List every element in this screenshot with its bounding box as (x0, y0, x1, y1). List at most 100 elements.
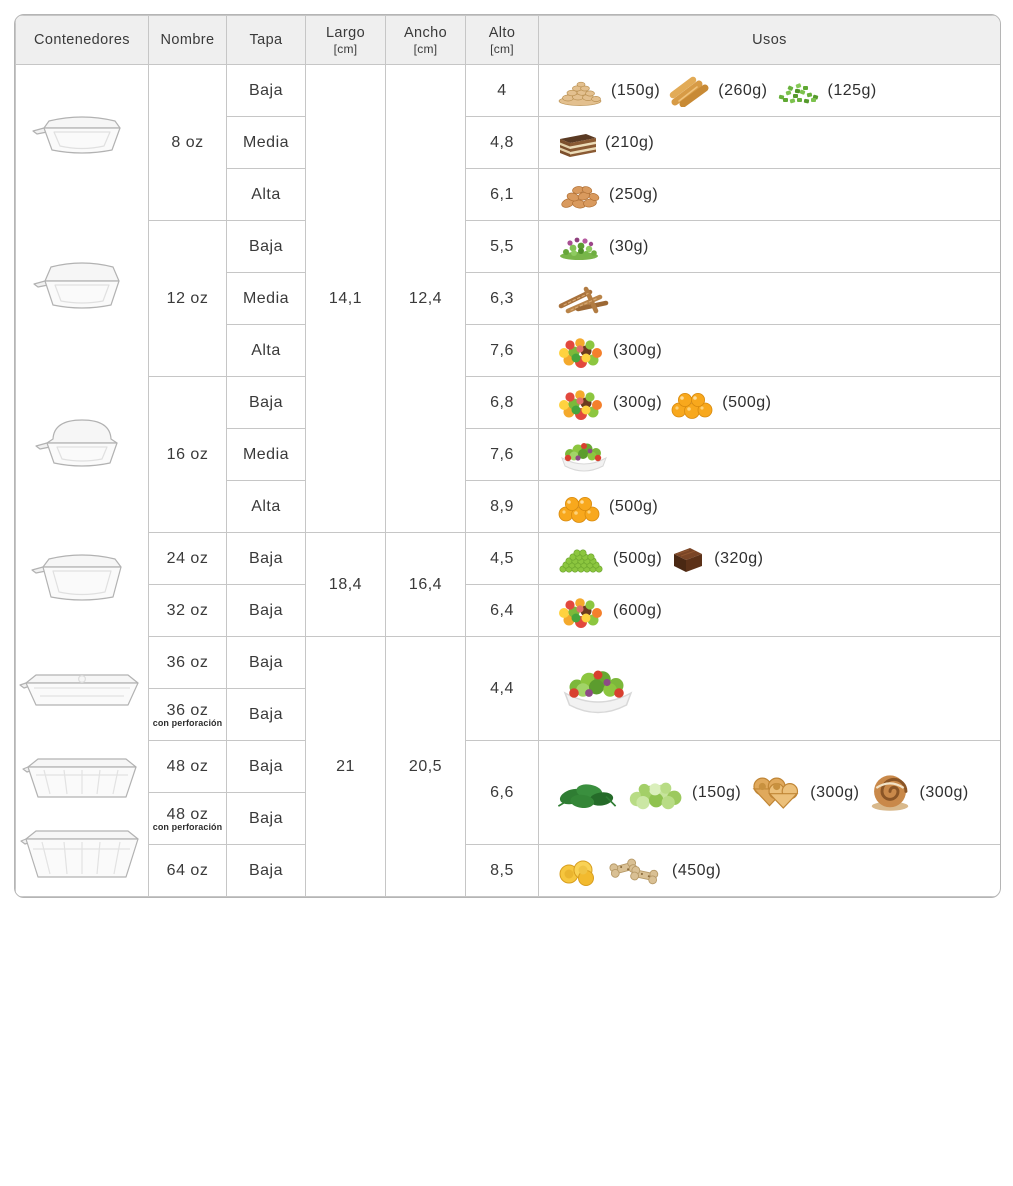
brownie-icon (669, 543, 707, 575)
tapa-cell: Baja (227, 793, 306, 845)
usos-items: (500g) (539, 491, 1000, 523)
usos-items: (600g) (539, 593, 1000, 629)
nombre-cell: 8 oz (149, 65, 227, 221)
col-header-contenedores: Contenedores (16, 16, 149, 65)
col-header-alto: Alto[cm] (466, 16, 539, 65)
alto-cell: 4,8 (466, 117, 539, 169)
tapa-cell: Alta (227, 169, 306, 221)
header-row: Contenedores Nombre Tapa Largo[cm] Ancho… (16, 16, 1001, 65)
peanuts-icon (556, 76, 604, 106)
usos-cell: (300g)(500g) (539, 377, 1001, 429)
nombre-cell: 36 oz con perforación (149, 689, 227, 741)
palmiers-icon (748, 772, 803, 813)
usos-cell (539, 637, 1001, 741)
col-header-label: Tapa (249, 32, 282, 48)
tapa-cell: Baja (227, 533, 306, 585)
fruit-salad-icon (556, 333, 606, 369)
salad-bowl-icon (556, 436, 612, 474)
usos-items: (30g) (539, 232, 1000, 262)
col-header-ancho: Ancho[cm] (386, 16, 466, 65)
weight-label: (320g) (714, 550, 763, 568)
usos-cell (539, 429, 1001, 481)
usos-cell: (150g)(300g)(300g) (539, 741, 1001, 845)
usos-cell: (450g) (539, 845, 1001, 897)
weight-label: (30g) (609, 238, 649, 256)
weight-label: (260g) (718, 82, 767, 100)
spinach-icon (556, 775, 618, 811)
weight-label: (300g) (920, 784, 969, 802)
nombre-cell: 36 oz (149, 637, 227, 689)
bone-cookies-icon (605, 852, 665, 889)
usos-cell: (300g) (539, 325, 1001, 377)
container-12oz-image (27, 257, 137, 324)
ancho-cell: 20,5 (386, 637, 466, 897)
usos-items: (250g) (539, 180, 1000, 210)
nombre-sub-label: con perforación (149, 718, 226, 728)
table-row: 36 oz Baja 21 20,5 4,4 (16, 637, 1001, 689)
container-64oz-image (20, 821, 144, 894)
nombre-cell: 12 oz (149, 221, 227, 377)
alto-cell: 4,4 (466, 637, 539, 741)
tapa-cell: Baja (227, 221, 306, 273)
usos-items (539, 284, 1000, 314)
container-24-32oz-image (25, 545, 139, 614)
usos-cell: (500g) (320g) (539, 533, 1001, 585)
tapa-cell: Baja (227, 689, 306, 741)
usos-items (539, 436, 1000, 474)
col-header-label: Ancho (386, 25, 465, 41)
nombre-cell: 48 oz con perforación (149, 793, 227, 845)
usos-cell: (150g)(260g)(125g) (539, 65, 1001, 117)
alto-cell: 6,3 (466, 273, 539, 325)
weight-label: (450g) (672, 862, 721, 880)
fruit-salad-icon (556, 385, 606, 421)
nombre-cell: 24 oz (149, 533, 227, 585)
container-36oz-image (18, 663, 146, 720)
table-row: 12 oz Baja 5,5 (30g) (16, 221, 1001, 273)
salad-bowl-icon (556, 660, 640, 717)
usos-items: (450g) (539, 852, 1000, 889)
table-row: 8 oz Baja 14,1 12,4 4 (150g)(260g)(125g) (16, 65, 1001, 117)
almonds-icon (556, 180, 602, 210)
nombre-cell: 32 oz (149, 585, 227, 637)
alto-cell: 5,5 (466, 221, 539, 273)
alto-cell: 6,6 (466, 741, 539, 845)
weight-label: (250g) (609, 186, 658, 204)
col-header-largo: Largo[cm] (306, 16, 386, 65)
alto-cell: 6,8 (466, 377, 539, 429)
col-header-usos: Usos (539, 16, 1001, 65)
weight-label: (500g) (609, 498, 658, 516)
fruit-salad-icon (556, 593, 606, 629)
lettuce-icon (625, 775, 685, 811)
tapa-cell: Alta (227, 325, 306, 377)
col-header-label: Alto (466, 25, 538, 41)
plantain-chips-icon (556, 856, 598, 886)
weight-label: (600g) (613, 602, 662, 620)
tapa-cell: Baja (227, 65, 306, 117)
container-48oz-image (22, 749, 142, 814)
usos-items: (500g) (320g) (539, 543, 1000, 575)
table-row: 32 oz Baja 6,4 (600g) (16, 585, 1001, 637)
cinnamon-roll-icon (867, 772, 913, 813)
container-spec-table: Contenedores Nombre Tapa Largo[cm] Ancho… (14, 14, 1001, 898)
ancho-cell: 12,4 (386, 65, 466, 533)
weight-label: (500g) (722, 394, 771, 412)
nombre-cell: 16 oz (149, 377, 227, 533)
golden-berries-icon (556, 491, 602, 523)
golden-berries-icon (669, 387, 715, 419)
alto-cell: 8,9 (466, 481, 539, 533)
unit-label: [cm] (466, 42, 538, 56)
table-row: 64 oz Baja 8,5 (450g) (16, 845, 1001, 897)
weight-label: (210g) (605, 134, 654, 152)
weight-label: (500g) (613, 550, 662, 568)
col-header-tapa: Tapa (227, 16, 306, 65)
table-row: 16 oz Baja 6,8 (300g)(500g) (16, 377, 1001, 429)
nombre-sub-label: con perforación (149, 822, 226, 832)
containers-cell (16, 65, 149, 897)
weight-label: (300g) (613, 342, 662, 360)
usos-items: (300g) (539, 333, 1000, 369)
usos-items: (300g)(500g) (539, 385, 1000, 421)
tapa-cell: Baja (227, 741, 306, 793)
usos-items: (150g)(260g)(125g) (539, 75, 1000, 107)
weight-label: (125g) (828, 82, 877, 100)
nombre-cell: 48 oz (149, 741, 227, 793)
